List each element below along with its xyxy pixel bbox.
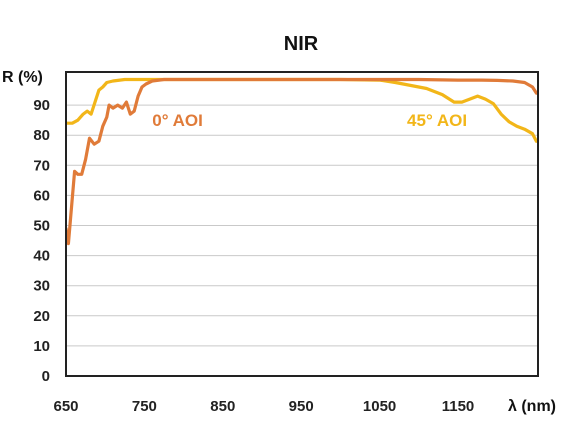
y-axis-label: R (%): [2, 69, 43, 86]
plot-frame: [65, 71, 539, 377]
x-tick-label: 650: [53, 398, 78, 415]
y-tick-labels: 0 10 20 30 40 50 60 70 80 90: [33, 97, 50, 385]
x-tick-label: 950: [289, 398, 314, 415]
y-tick-label: 60: [33, 187, 50, 204]
x-tick-label: 1150: [442, 398, 475, 415]
chart-title: NIR: [284, 33, 319, 55]
x-tick-label: 1050: [363, 398, 396, 415]
series-annotation: 45° AOI: [407, 111, 467, 130]
y-tick-label: 0: [42, 368, 50, 385]
series-annotations: 0° AOI 45° AOI: [152, 111, 467, 130]
gridlines: [66, 104, 538, 347]
y-tick-label: 80: [33, 127, 50, 144]
y-tick-label: 40: [33, 248, 50, 265]
series-line-0: [66, 77, 538, 246]
y-tick-label: 30: [33, 278, 50, 295]
y-tick-label: 70: [33, 157, 50, 174]
series-annotation: 0° AOI: [152, 111, 203, 130]
x-tick-label: 850: [210, 398, 235, 415]
y-tick-label: 10: [33, 338, 50, 355]
data-series: [66, 77, 538, 246]
y-tick-label: 50: [33, 218, 50, 235]
y-tick-label: 90: [33, 97, 50, 114]
x-tick-label: 750: [132, 398, 157, 415]
x-axis-label: λ (nm): [508, 398, 556, 415]
x-tick-labels: 650 750 850 950 1050 1150: [53, 398, 474, 415]
y-tick-label: 20: [33, 308, 50, 325]
